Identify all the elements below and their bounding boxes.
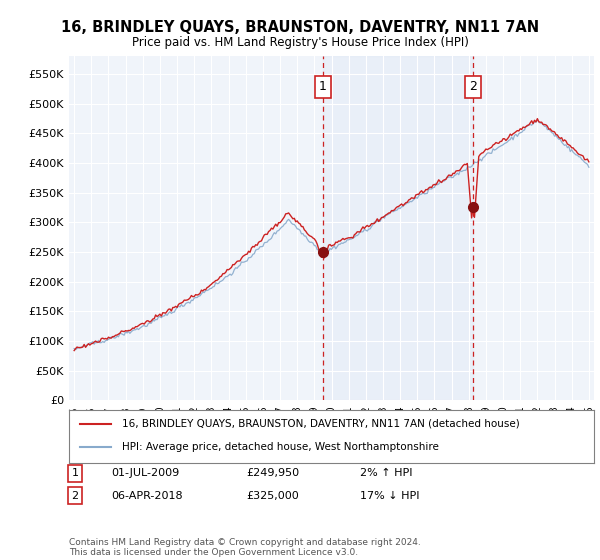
Text: Contains HM Land Registry data © Crown copyright and database right 2024.
This d: Contains HM Land Registry data © Crown c… xyxy=(69,538,421,557)
Text: 2: 2 xyxy=(469,81,477,94)
Text: 01-JUL-2009: 01-JUL-2009 xyxy=(111,468,179,478)
Text: 16, BRINDLEY QUAYS, BRAUNSTON, DAVENTRY, NN11 7AN: 16, BRINDLEY QUAYS, BRAUNSTON, DAVENTRY,… xyxy=(61,20,539,35)
Text: 1: 1 xyxy=(71,468,79,478)
Text: 16, BRINDLEY QUAYS, BRAUNSTON, DAVENTRY, NN11 7AN (detached house): 16, BRINDLEY QUAYS, BRAUNSTON, DAVENTRY,… xyxy=(121,418,519,428)
Bar xyxy=(323,56,473,400)
Text: 17% ↓ HPI: 17% ↓ HPI xyxy=(360,491,419,501)
Text: 1: 1 xyxy=(319,81,327,94)
Text: £325,000: £325,000 xyxy=(246,491,299,501)
Text: 2: 2 xyxy=(71,491,79,501)
Text: 06-APR-2018: 06-APR-2018 xyxy=(111,491,182,501)
Text: HPI: Average price, detached house, West Northamptonshire: HPI: Average price, detached house, West… xyxy=(121,442,439,452)
Text: £249,950: £249,950 xyxy=(246,468,299,478)
Text: Price paid vs. HM Land Registry's House Price Index (HPI): Price paid vs. HM Land Registry's House … xyxy=(131,36,469,49)
Text: 2% ↑ HPI: 2% ↑ HPI xyxy=(360,468,413,478)
